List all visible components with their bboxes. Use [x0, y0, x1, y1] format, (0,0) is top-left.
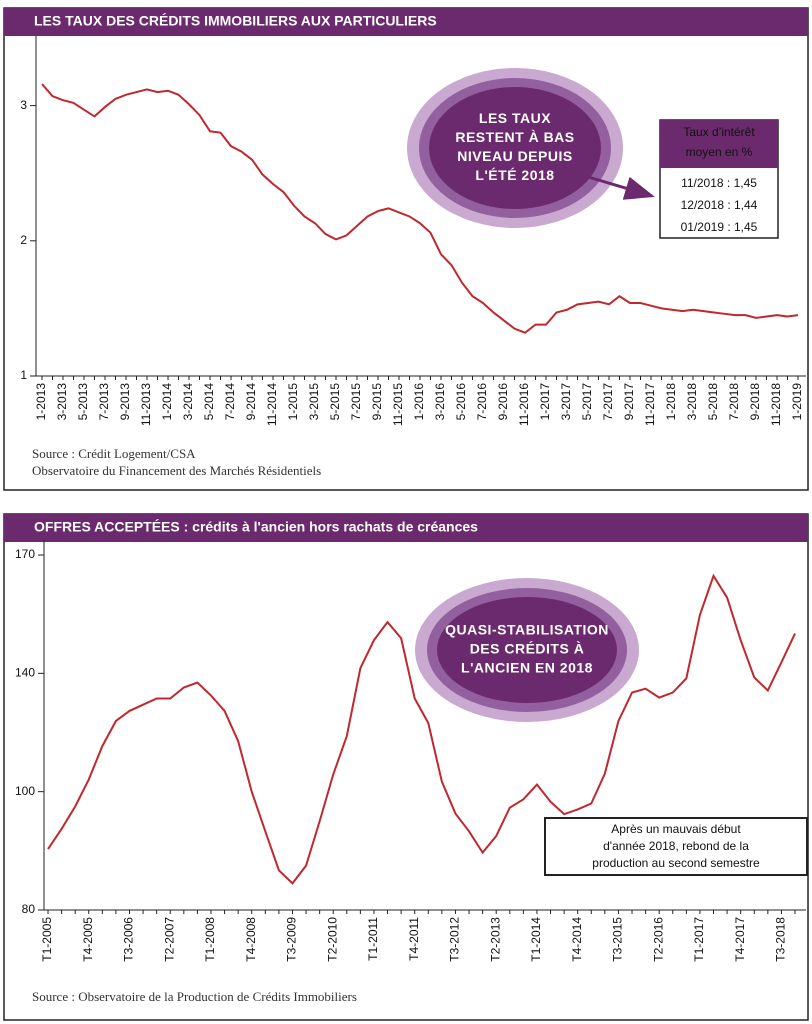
x-tick-label: 5-2017: [580, 383, 594, 421]
x-tick-label: 7-2013: [97, 383, 111, 421]
source: Source : Observatoire de la Production d…: [32, 989, 357, 1004]
bubble-text: DES CRÉDITS À: [470, 641, 585, 657]
x-tick-label: 3-2015: [307, 383, 321, 421]
x-tick-label: 1-2018: [664, 383, 678, 421]
x-tick-label: T3-2012: [448, 917, 462, 962]
bubble-text: NIVEAU DEPUIS: [457, 148, 572, 164]
x-tick-label: T2-2007: [162, 917, 176, 962]
x-tick-label: T3-2015: [611, 917, 625, 962]
x-tick-label: 5-2015: [328, 383, 342, 421]
x-tick-label: 1-2014: [160, 383, 174, 421]
chart-title: OFFRES ACCEPTÉES : crédits à l'ancien ho…: [34, 519, 478, 535]
x-tick-label: 9-2013: [118, 383, 132, 421]
x-tick-label: T2-2013: [488, 917, 502, 962]
x-tick-label: T4-2014: [570, 917, 584, 962]
y-tick-label: 3: [20, 98, 27, 112]
x-tick-label: 7-2016: [475, 383, 489, 421]
source: Observatoire du Financement des Marchés …: [32, 463, 321, 478]
note-box: [544, 817, 808, 876]
note-line: Après un mauvais début: [611, 822, 741, 836]
x-tick-label: T2-2010: [325, 917, 339, 962]
y-tick-label: 170: [15, 547, 35, 561]
info-title: moyen en %: [686, 145, 753, 159]
x-tick-label: 5-2016: [454, 383, 468, 421]
y-tick-label: 2: [20, 233, 27, 247]
data-line: [47, 573, 796, 885]
info-title: Taux d’intérêt: [683, 125, 755, 139]
bubble-text: RESTENT À BAS: [455, 129, 574, 145]
note-line: production au second semestre: [592, 856, 760, 870]
x-tick-label: 11-2018: [769, 383, 783, 426]
x-tick-label: 5-2014: [202, 383, 216, 421]
source: Source : Crédit Logement/CSA: [32, 446, 196, 461]
x-tick-label: 1-2013: [34, 383, 48, 421]
arrow: [584, 174, 655, 200]
y-tick-label: 100: [15, 784, 35, 798]
x-tick-label: 3-2016: [433, 383, 447, 421]
x-tick-label: 11-2017: [643, 383, 657, 426]
x-tick-label: 11-2015: [391, 383, 405, 426]
x-tick-label: T4-2017: [733, 917, 747, 962]
x-tick-label: 3-2017: [559, 383, 573, 421]
bubble-text: LES TAUX: [479, 110, 551, 126]
x-tick-label: 1-2016: [412, 383, 426, 421]
data-line: [41, 83, 799, 334]
x-tick-label: T1-2008: [203, 917, 217, 962]
x-tick-label: 11-2013: [139, 383, 153, 426]
note-line: d'année 2018, rebond de la: [603, 839, 749, 853]
x-tick-label: 9-2016: [496, 383, 510, 421]
title-bar: [4, 514, 808, 542]
x-tick-label: 9-2018: [748, 383, 762, 421]
x-tick-label: 9-2014: [244, 383, 258, 421]
y-tick-label: 80: [22, 902, 36, 916]
bubble-text: L'ÉTÉ 2018: [475, 167, 554, 183]
x-tick-label: 7-2014: [223, 383, 237, 421]
x-tick-label: 9-2015: [370, 383, 384, 421]
x-tick-label: 11-2016: [517, 383, 531, 426]
bubble-inner: [437, 597, 617, 703]
title-bar: [4, 8, 808, 36]
x-tick-label: 3-2018: [685, 383, 699, 421]
x-tick-label: T3-2009: [285, 917, 299, 962]
x-tick-label: 9-2017: [622, 383, 636, 421]
x-tick-label: T4-2005: [81, 917, 95, 962]
x-tick-label: 1-2017: [538, 383, 552, 421]
x-tick-label: T3-2018: [774, 917, 788, 962]
x-tick-label: 5-2013: [76, 383, 90, 421]
x-tick-label: 1-2019: [790, 383, 804, 421]
bubble-text: QUASI-STABILISATION: [445, 622, 609, 638]
x-tick-label: 5-2018: [706, 383, 720, 421]
x-tick-label: 7-2018: [727, 383, 741, 421]
x-tick-label: T1-2011: [366, 917, 380, 961]
bubble-inner: [429, 87, 601, 209]
x-tick-label: T4-2011: [407, 917, 421, 961]
info-header: [660, 120, 778, 168]
x-tick-label: T3-2006: [122, 917, 136, 962]
x-tick-label: 1-2015: [286, 383, 300, 421]
x-tick-label: T2-2016: [651, 917, 665, 962]
x-tick-label: 7-2017: [601, 383, 615, 421]
info-line: 01/2019 : 1,45: [681, 220, 758, 234]
x-tick-label: T1-2014: [529, 917, 543, 962]
x-tick-label: T4-2008: [244, 917, 258, 962]
x-tick-label: 3-2014: [181, 383, 195, 421]
chart-title: LES TAUX DES CRÉDITS IMMOBILIERS AUX PAR…: [34, 13, 437, 29]
x-tick-label: 7-2015: [349, 383, 363, 421]
info-line: 12/2018 : 1,44: [681, 198, 758, 212]
x-tick-label: 3-2013: [55, 383, 69, 421]
y-tick-label: 1: [20, 368, 27, 382]
y-tick-label: 140: [15, 666, 35, 680]
info-line: 11/2018 : 1,45: [681, 176, 757, 190]
bubble-text: L'ANCIEN EN 2018: [461, 660, 593, 676]
x-tick-label: 11-2014: [265, 383, 279, 426]
x-tick-label: T1-2017: [692, 917, 706, 962]
x-tick-label: T1-2005: [40, 917, 54, 962]
